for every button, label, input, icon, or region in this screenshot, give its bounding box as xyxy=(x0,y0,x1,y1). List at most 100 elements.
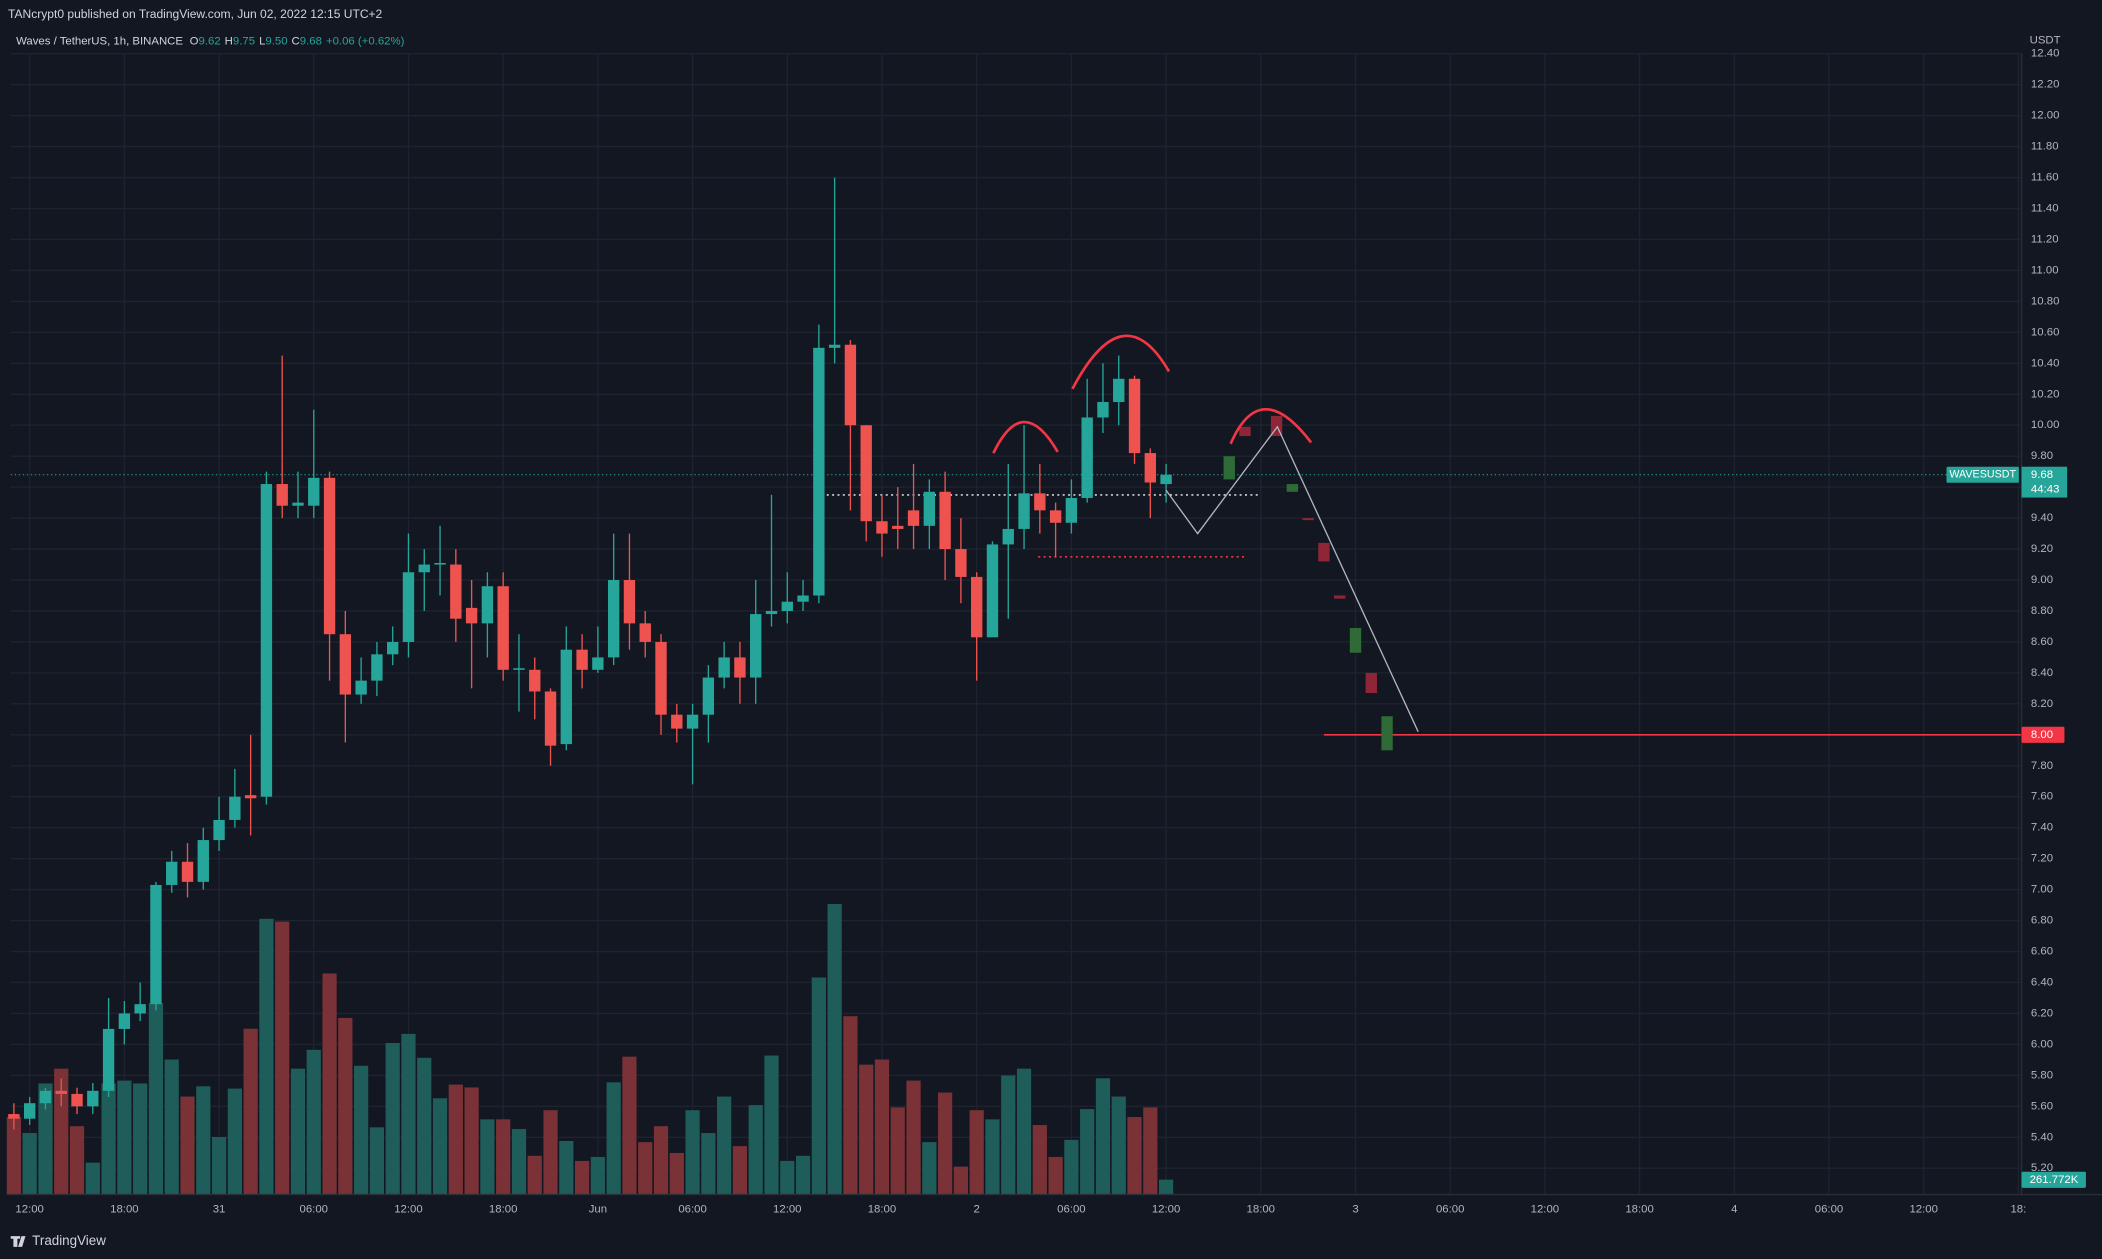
candle-body xyxy=(402,572,415,642)
y-tick-label: 10.20 xyxy=(2031,388,2059,400)
volume-bar xyxy=(354,1065,369,1195)
projected-candle xyxy=(1381,716,1393,751)
volume-bar xyxy=(890,1107,905,1195)
legend-symbol: Waves / TetherUS, 1h, BINANCE xyxy=(16,36,183,48)
volume-bar xyxy=(117,1080,132,1195)
candle-body xyxy=(923,491,936,526)
candle-body xyxy=(8,1114,20,1119)
y-tick-label: 11.60 xyxy=(2031,172,2059,184)
y-tick-label: 6.40 xyxy=(2031,976,2053,988)
volume-bar xyxy=(748,1105,763,1195)
legend-value: 9.50 xyxy=(265,36,287,48)
candle-body xyxy=(797,595,809,602)
volume-bar xyxy=(480,1119,495,1195)
candle-body xyxy=(1113,378,1125,403)
volume-bar xyxy=(827,903,842,1195)
volume-bar xyxy=(559,1140,574,1195)
volume-bar xyxy=(843,1016,858,1195)
y-tick-label: 8.60 xyxy=(2031,636,2053,648)
legend-key: O xyxy=(190,36,199,48)
volume-bar xyxy=(85,1162,100,1195)
candle-body xyxy=(655,641,667,715)
y-tick-label: 8.20 xyxy=(2031,698,2053,710)
volume-tag-bg xyxy=(2021,1171,2086,1188)
candle-body xyxy=(308,477,320,506)
volume-bar xyxy=(685,1110,700,1195)
candle-body xyxy=(387,641,399,655)
legend: Waves / TetherUS, 1h, BINANCE O9.62 H9.75 L… xyxy=(16,36,404,48)
volume-bar xyxy=(795,1155,811,1195)
candle-body xyxy=(876,521,888,534)
candle-body xyxy=(702,677,715,715)
volume-bar xyxy=(275,921,290,1195)
candle-body xyxy=(1034,493,1046,511)
annotation-arc xyxy=(1229,407,1313,445)
volume-bar xyxy=(322,973,337,1195)
candle-body xyxy=(765,610,778,615)
candle-body xyxy=(718,657,730,678)
annotation-arc xyxy=(992,420,1059,454)
x-tick-label: 12:00 xyxy=(1152,1203,1180,1215)
x-tick-label: 18:00 xyxy=(110,1203,138,1215)
target-tag-bg xyxy=(2021,726,2065,743)
volume-bar xyxy=(243,1028,258,1195)
volume-bar xyxy=(369,1127,385,1195)
y-tick-label: 6.60 xyxy=(2031,946,2053,958)
brand: TradingView xyxy=(32,1233,106,1248)
y-tick-label: 11.00 xyxy=(2031,264,2059,276)
candle-body xyxy=(434,562,446,565)
y-tick-label: 12.40 xyxy=(2031,48,2059,60)
y-tick-label: 10.60 xyxy=(2031,326,2059,338)
volume-bar xyxy=(6,1117,21,1195)
y-tick-label: 12.00 xyxy=(2031,110,2059,122)
projected-candle xyxy=(1302,518,1314,521)
candle-body xyxy=(607,580,620,658)
projected-candle xyxy=(1349,628,1362,653)
candle-body xyxy=(1097,402,1109,418)
volume-bar xyxy=(1143,1107,1158,1195)
candle-body xyxy=(560,649,572,745)
volume-bar xyxy=(22,1133,37,1195)
price-tag-bg xyxy=(2021,466,2068,498)
symbol-tag-bg xyxy=(1946,466,2019,483)
x-tick-label: Jun xyxy=(589,1203,607,1215)
candle-body xyxy=(323,477,336,635)
volume-bar xyxy=(259,918,274,1195)
candle-body xyxy=(939,491,951,550)
volume-bar xyxy=(211,1137,227,1195)
candle-body xyxy=(244,795,257,799)
annotation-arc xyxy=(1071,334,1171,390)
x-tick-label: 31 xyxy=(213,1203,226,1215)
x-tick-label: 06:00 xyxy=(1815,1203,1843,1215)
volume-bar xyxy=(496,1119,511,1195)
projection-path xyxy=(1165,425,1419,732)
candle-body xyxy=(544,691,557,746)
brand-logo xyxy=(10,1236,26,1247)
volume-bar xyxy=(906,1080,921,1195)
y-tick-label: 5.60 xyxy=(2031,1100,2053,1112)
header: TANcrypt0 published on TradingView.com, … xyxy=(8,7,383,21)
volume-bar xyxy=(464,1087,479,1195)
x-tick-label: 06:00 xyxy=(678,1203,706,1215)
candle-body xyxy=(576,649,588,670)
x-tick-label: 06:00 xyxy=(300,1203,328,1215)
axis-unit: USDT xyxy=(2030,34,2061,46)
candle-body xyxy=(229,796,241,820)
candle-body xyxy=(1002,528,1014,545)
volume-bar xyxy=(290,1068,306,1195)
y-tick-label: 9.00 xyxy=(2031,574,2053,586)
candle-body xyxy=(529,669,541,692)
candle-body xyxy=(781,601,793,611)
volume-bar xyxy=(511,1129,527,1195)
legend-key: H xyxy=(225,36,233,48)
candle-body xyxy=(1018,493,1030,529)
candle-body xyxy=(150,884,162,1005)
y-tick-label: 7.00 xyxy=(2031,884,2053,896)
candle-body xyxy=(734,657,746,678)
candle-body xyxy=(686,714,699,729)
volume-bar xyxy=(38,1083,53,1195)
volume-bar xyxy=(1158,1179,1174,1195)
candle-body xyxy=(355,680,367,695)
volume-bar xyxy=(306,1049,321,1195)
candle-body xyxy=(134,1004,146,1014)
